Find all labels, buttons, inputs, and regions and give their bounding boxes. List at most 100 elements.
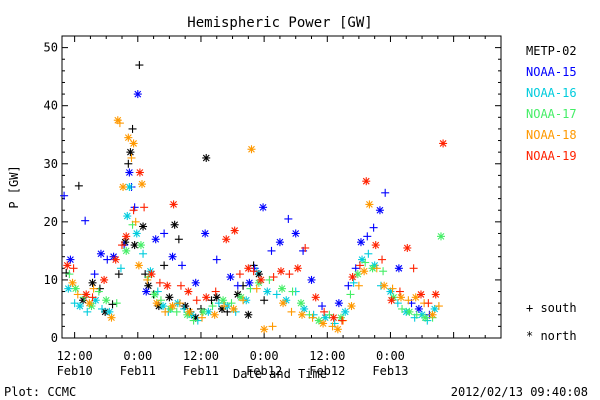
data-point-south-noaa-15 — [233, 281, 242, 290]
data-point-north-noaa-19 — [230, 226, 239, 235]
data-point-south-metp-02 — [124, 159, 133, 168]
data-point-south-noaa-19 — [249, 267, 258, 276]
marker-stroke — [439, 140, 447, 147]
data-point-south-noaa-17 — [325, 310, 334, 319]
data-point-north-noaa-18 — [129, 139, 138, 148]
data-point-north-metp-02 — [170, 220, 179, 229]
data-point-south-noaa-17 — [288, 287, 297, 296]
marker-stroke — [257, 276, 265, 284]
marker-stroke — [136, 169, 144, 176]
data-point-north-noaa-15 — [151, 235, 160, 244]
marker-stroke — [277, 267, 285, 275]
data-point-south-noaa-18 — [220, 302, 229, 311]
data-point-south-noaa-19 — [192, 296, 201, 305]
data-point-north-noaa-16 — [263, 287, 272, 296]
data-point-north-noaa-18 — [210, 310, 219, 319]
data-point-north-noaa-19 — [293, 264, 302, 273]
data-point-south-noaa-18 — [308, 313, 317, 322]
marker-stroke — [89, 279, 96, 287]
marker-stroke — [110, 253, 117, 261]
marker-stroke — [142, 288, 150, 295]
data-point-south-noaa-16 — [98, 304, 107, 313]
data-point-north-noaa-19 — [63, 261, 72, 270]
data-point-south-noaa-18 — [127, 153, 136, 162]
marker-stroke — [330, 314, 338, 322]
data-point-north-noaa-18 — [428, 310, 437, 319]
marker-stroke — [124, 134, 132, 142]
marker-stroke — [403, 244, 411, 252]
marker-stroke — [319, 320, 327, 327]
legend-entry: NOAA-15 — [526, 65, 577, 79]
marker-stroke — [185, 308, 193, 316]
data-point-north-noaa-19 — [439, 139, 448, 148]
data-point-north-noaa-17 — [296, 299, 305, 308]
chart-title: Hemispheric Power [GW] — [187, 15, 372, 31]
x-tick-label-time: 12:00 — [57, 349, 93, 363]
marker-legend-entry: + south — [526, 301, 577, 315]
marker-stroke — [137, 241, 145, 249]
data-point-north-noaa-16 — [300, 304, 309, 313]
x-tick-label-date: Feb11 — [183, 364, 219, 378]
legend-entry: NOAA-18 — [526, 128, 577, 142]
data-point-south-noaa-17 — [227, 299, 236, 308]
x-tick-label-date: Feb10 — [57, 364, 93, 378]
marker-stroke — [64, 285, 72, 293]
marker-stroke — [219, 296, 227, 304]
marker-stroke — [429, 311, 436, 319]
data-point-south-noaa-18 — [131, 217, 140, 226]
data-point-north-noaa-17 — [436, 232, 445, 241]
data-point-south-metp-02 — [160, 261, 169, 270]
data-point-south-noaa-15 — [160, 229, 169, 238]
data-point-north-metp-02 — [165, 293, 174, 302]
marker-stroke — [259, 203, 267, 211]
data-point-south-noaa-15 — [284, 214, 293, 223]
data-point-north-noaa-19 — [202, 293, 211, 302]
marker-stroke — [67, 256, 74, 263]
data-point-north-noaa-19 — [348, 273, 357, 282]
data-points — [60, 61, 448, 334]
data-point-north-noaa-15 — [191, 278, 200, 287]
marker-stroke — [437, 232, 445, 240]
marker-stroke — [308, 276, 315, 284]
data-point-north-noaa-19 — [111, 255, 120, 264]
data-point-south-noaa-15 — [60, 191, 69, 200]
marker-stroke — [88, 302, 95, 310]
data-point-north-noaa-18 — [229, 304, 238, 313]
data-point-south-noaa-18 — [73, 290, 82, 299]
data-point-north-noaa-15 — [96, 249, 105, 258]
data-point-south-noaa-18 — [268, 322, 277, 331]
data-point-north-noaa-19 — [416, 290, 425, 299]
plot-credit: Plot: CCMC — [4, 385, 76, 399]
marker-stroke — [163, 282, 171, 290]
data-point-north-noaa-19 — [184, 287, 193, 296]
data-point-north-noaa-15 — [133, 90, 142, 99]
data-point-south-noaa-19 — [269, 273, 278, 282]
marker-stroke — [246, 279, 253, 287]
data-point-south-noaa-17 — [94, 287, 103, 296]
marker-stroke — [170, 201, 177, 208]
data-point-south-noaa-16 — [214, 299, 223, 308]
marker-stroke — [69, 279, 76, 287]
marker-stroke — [119, 183, 127, 191]
marker-stroke — [294, 264, 302, 272]
marker-stroke — [334, 325, 342, 333]
marker-stroke — [234, 291, 242, 298]
data-point-north-noaa-18 — [333, 325, 342, 334]
data-point-north-noaa-18 — [168, 302, 177, 311]
marker-stroke — [372, 241, 380, 249]
data-point-north-noaa-19 — [169, 200, 178, 209]
marker-stroke — [171, 221, 179, 229]
marker-stroke — [105, 308, 113, 316]
marker-stroke — [222, 235, 230, 243]
data-point-north-noaa-19 — [329, 313, 338, 322]
data-point-north-noaa-19 — [147, 270, 156, 279]
data-point-south-noaa-15 — [178, 261, 187, 270]
marker-stroke — [148, 270, 155, 278]
data-point-north-noaa-15 — [125, 168, 134, 177]
data-point-south-noaa-16 — [393, 299, 402, 308]
plot-timestamp: 2012/02/13 09:40:08 — [451, 385, 588, 399]
data-point-north-noaa-19 — [387, 296, 396, 305]
marker-stroke — [127, 148, 134, 156]
marker-stroke — [138, 180, 146, 188]
